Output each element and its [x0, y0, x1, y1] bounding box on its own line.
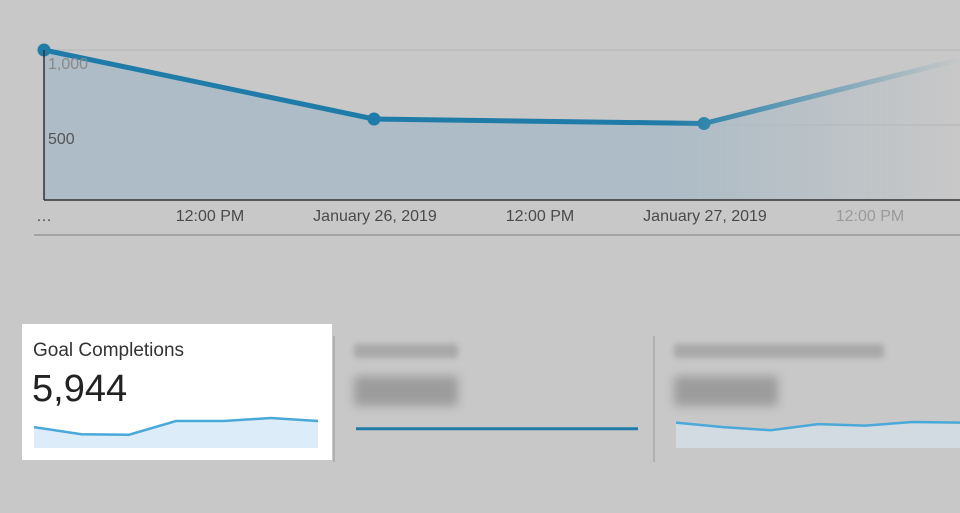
sparkline-line-0 — [33, 416, 319, 437]
x-tick-label-noon-3: 12:00 PM — [835, 208, 905, 225]
x-tick-label-noon-1: 12:00 PM — [175, 208, 245, 225]
goal-completions-card[interactable]: Goal Completions 5,944 — [22, 324, 332, 460]
x-tick-label-jan-27: January 27, 2019 — [643, 208, 767, 225]
goal-conversion-card-blurred[interactable] — [664, 324, 960, 460]
goal-completions-title: Goal Completions — [33, 340, 185, 361]
sparkline-area-2 — [676, 421, 960, 448]
sessions-line-chart — [37, 43, 960, 201]
x-tick-label-ellipsis: … — [36, 208, 52, 225]
goal-completions-value: 5,944 — [32, 368, 128, 410]
blurred-value-3 — [674, 376, 778, 406]
x-tick-label-noon-2: 12:00 PM — [505, 208, 575, 225]
goal-completions-sparkline — [33, 416, 319, 448]
y-tick-label-1000: 1,000 — [48, 56, 89, 73]
blurred-title-2 — [354, 344, 458, 358]
goal-value-sparkline — [356, 427, 638, 431]
sparkline-line-2 — [675, 420, 960, 432]
blurred-value-2 — [354, 376, 458, 406]
x-axis-line — [34, 234, 960, 236]
y-tick-label-500: 500 — [48, 131, 75, 148]
card-divider-2 — [653, 336, 655, 462]
data-point-2 — [697, 117, 711, 130]
series-line — [43, 47, 960, 126]
x-tick-label-jan-26: January 26, 2019 — [313, 208, 437, 225]
goal-value-card-blurred[interactable] — [344, 324, 644, 460]
goal-conversion-sparkline — [675, 420, 960, 448]
card-divider-1 — [333, 336, 335, 462]
series-area — [44, 50, 960, 200]
sparkline-area-0 — [34, 417, 318, 448]
blurred-title-3 — [674, 344, 884, 358]
data-point-1 — [367, 112, 381, 126]
